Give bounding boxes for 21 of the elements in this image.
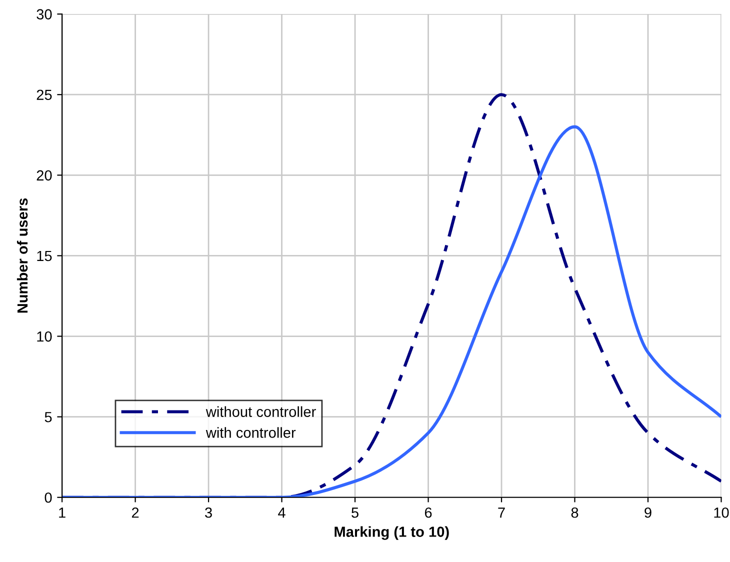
y-tick-label: 0	[44, 492, 52, 503]
y-tick-label: 10	[37, 331, 52, 342]
x-tick-label: 3	[205, 507, 212, 518]
x-tick-label: 7	[498, 508, 505, 518]
x-tick-label: 1	[59, 508, 66, 518]
legend-label: with controller	[206, 427, 296, 438]
y-tick-label: 20	[36, 170, 52, 181]
y-tick-label: 5	[44, 412, 52, 422]
y-tick-label: 15	[37, 250, 52, 262]
x-tick-label: 9	[644, 507, 652, 518]
y-tick-label: 30	[36, 9, 52, 20]
x-axis-title: Marking (1 to 10)	[334, 526, 449, 540]
y-axis-title: Number of users	[16, 198, 28, 313]
x-tick-label: 5	[352, 508, 358, 518]
y-tick-label: 25	[36, 90, 52, 100]
legend-label: without controller	[206, 406, 316, 417]
x-tick-label: 10	[714, 507, 729, 518]
x-tick-label: 2	[132, 507, 139, 518]
x-tick-label: 8	[571, 507, 578, 518]
x-tick-label: 4	[278, 508, 286, 518]
x-tick-label: 6	[424, 507, 432, 518]
